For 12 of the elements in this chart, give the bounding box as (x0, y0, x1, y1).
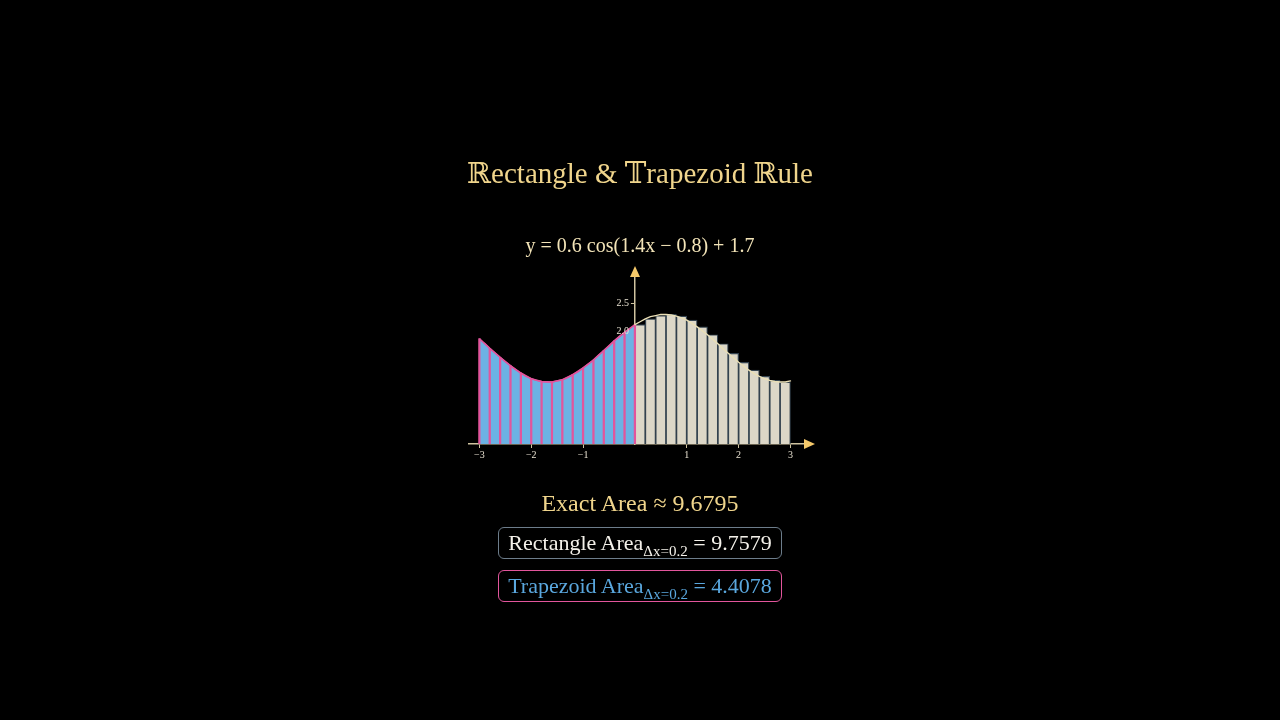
y-tick-label: 2.5 (616, 296, 629, 308)
x-tick-label: −1 (577, 448, 589, 460)
x-tick-label: 1 (684, 448, 690, 460)
text: Trapezoid Area$_{Δx=0.2}$ = 4.4078 (498, 570, 782, 602)
x-tick-label: −3 (474, 448, 485, 460)
text: Rectangle Area$_{Δx=0.2}$ = 9.7579 (498, 527, 782, 559)
chart-title: ℝectangle & 𝕋rapezoid ℝule (466, 156, 814, 191)
x-tick-label: 2 (736, 448, 742, 460)
text: Exact Area ≈ 9.6795 (540, 489, 740, 518)
x-tick-label: −2 (525, 448, 537, 460)
chart-subtitle: y = 0.6 cos(1.4x − 0.8) + 1.7 (524, 233, 756, 258)
x-tick-label: 3 (787, 448, 793, 460)
